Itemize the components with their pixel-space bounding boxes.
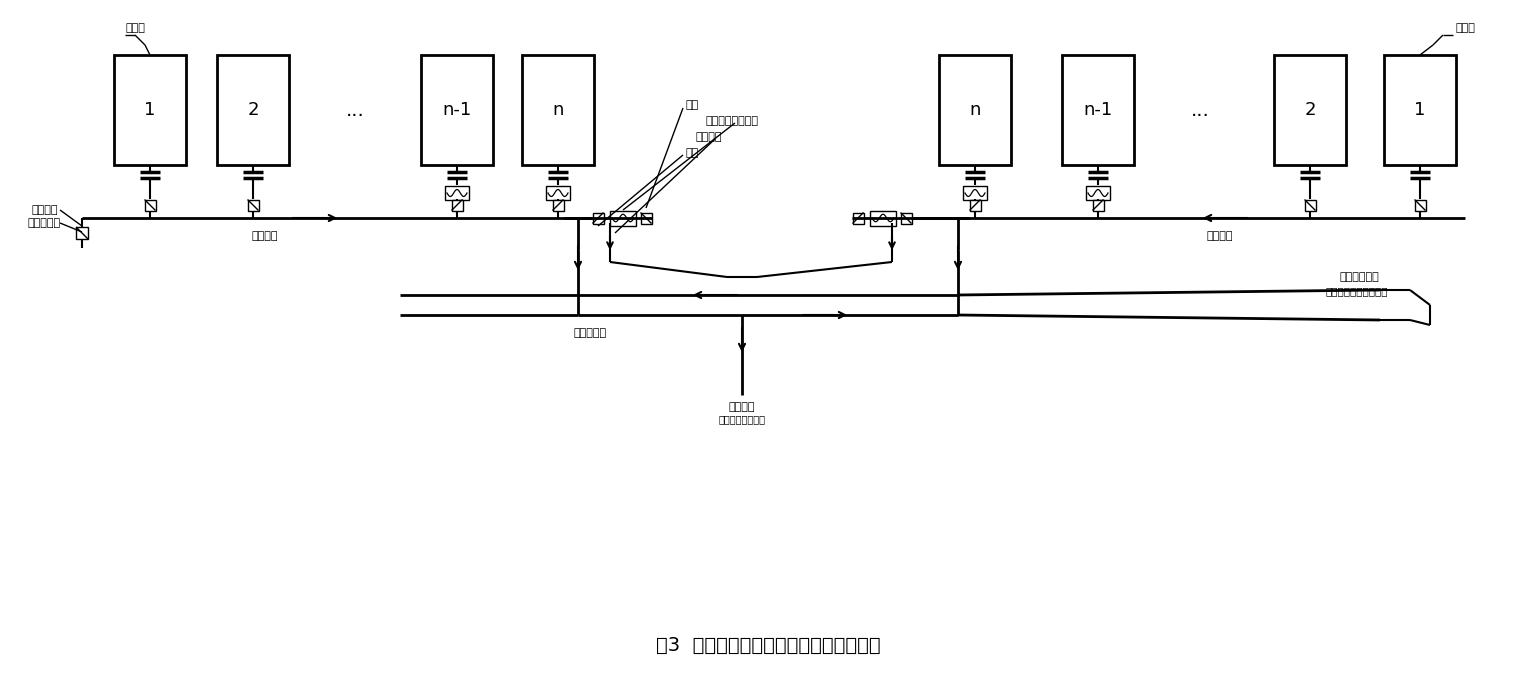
Text: n-1: n-1 (442, 101, 472, 119)
Text: 烟管总管: 烟管总管 (728, 402, 756, 412)
Text: 电解槽: 电解槽 (1455, 23, 1475, 33)
Bar (610, 210, 636, 226)
Bar (869, 210, 895, 226)
Bar (1415, 199, 1425, 210)
Text: n-1: n-1 (1083, 101, 1112, 119)
Bar (421, 55, 493, 165)
Bar (963, 186, 988, 200)
Text: 2: 2 (1304, 101, 1316, 119)
Text: ...: ... (1190, 101, 1209, 120)
Bar (1384, 55, 1456, 165)
Bar (1304, 199, 1315, 210)
Bar (553, 199, 564, 210)
Bar (75, 227, 88, 239)
Text: 与三次热媒进行热交换: 与三次热媒进行热交换 (1326, 286, 1387, 296)
Text: 烟管干管: 烟管干管 (1207, 231, 1233, 241)
Text: n: n (969, 101, 980, 119)
Bar (144, 199, 155, 210)
Bar (852, 212, 863, 224)
Text: 2: 2 (247, 101, 258, 119)
Text: 1: 1 (144, 101, 155, 119)
Bar (217, 55, 289, 165)
Bar (452, 199, 462, 210)
Text: 引至热用户处: 引至热用户处 (1339, 272, 1379, 282)
Bar (114, 55, 186, 165)
Bar (522, 55, 594, 165)
Text: 阀门: 阀门 (685, 148, 699, 158)
Bar (593, 212, 604, 224)
Bar (1061, 55, 1134, 165)
Bar (247, 199, 258, 210)
Bar (938, 55, 1011, 165)
Text: 引至电解烟气净化: 引至电解烟气净化 (719, 414, 765, 424)
Bar (641, 212, 651, 224)
Text: 旁通烟管: 旁通烟管 (694, 132, 722, 142)
Text: n: n (553, 101, 564, 119)
Bar (445, 186, 468, 200)
Text: 电解槽: 电解槽 (124, 23, 144, 33)
Text: 1: 1 (1415, 101, 1425, 119)
Text: 烟管干管: 烟管干管 (252, 231, 278, 241)
Bar (1086, 186, 1111, 200)
Bar (545, 186, 570, 200)
Text: 图3  支烟管烟气余热回收利用流程示意图: 图3 支烟管烟气余热回收利用流程示意图 (656, 635, 880, 654)
Text: 烟叉支管阀: 烟叉支管阀 (28, 218, 61, 228)
Text: 阀门: 阀门 (685, 100, 699, 110)
Text: 烟叉支管: 烟叉支管 (32, 205, 58, 215)
Bar (1092, 199, 1103, 210)
Bar (1273, 55, 1346, 165)
Bar (900, 212, 911, 224)
Text: 二次热媒管: 二次热媒管 (573, 328, 607, 338)
Text: ...: ... (346, 101, 364, 120)
Bar (969, 199, 980, 210)
Text: 余热回收换热模块: 余热回收换热模块 (705, 116, 757, 126)
